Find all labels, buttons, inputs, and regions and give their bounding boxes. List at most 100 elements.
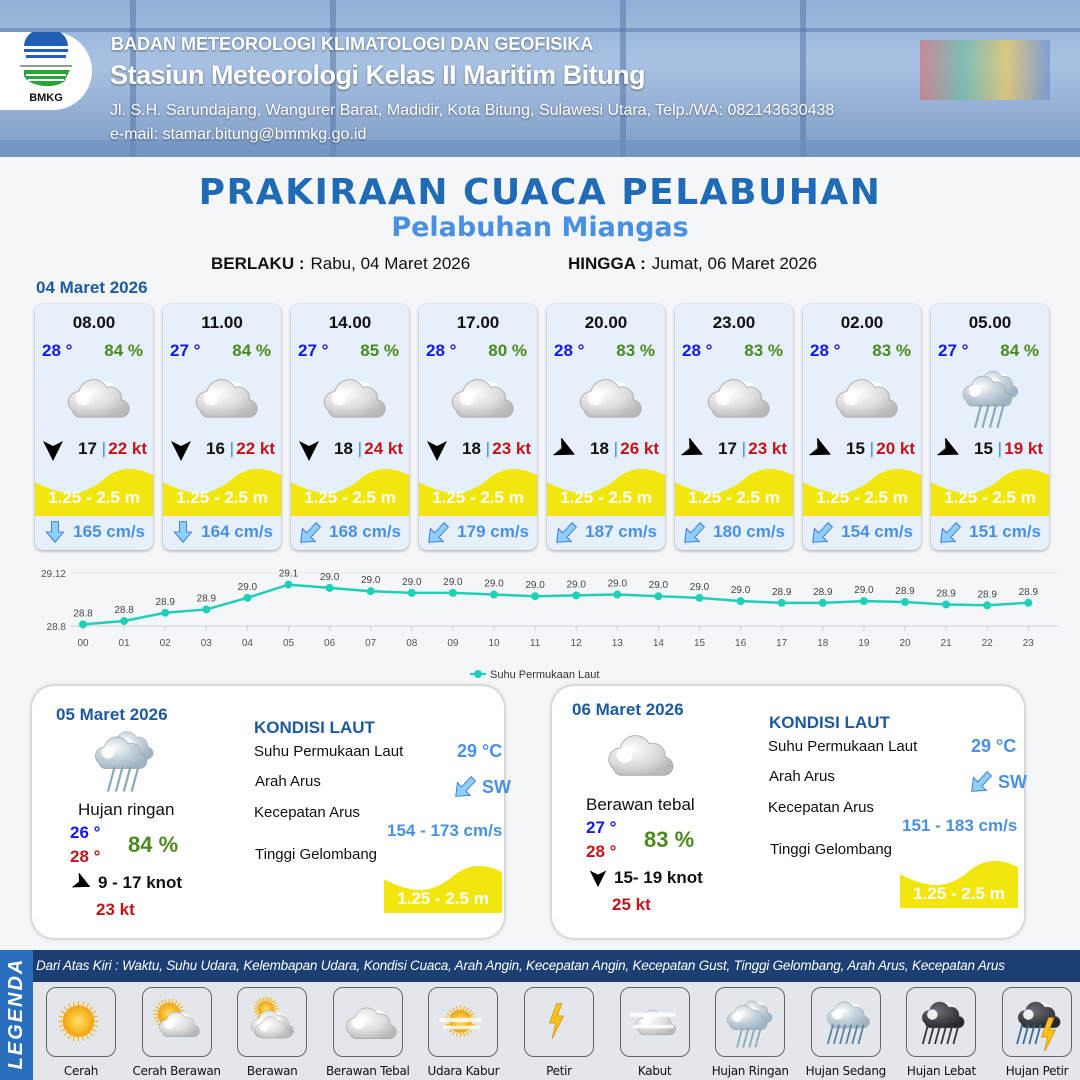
data-label: 28.9 bbox=[197, 593, 217, 604]
wind-speed: 17 bbox=[78, 439, 97, 458]
data-label: 28.8 bbox=[73, 608, 93, 619]
legend-marker bbox=[474, 670, 482, 678]
data-point bbox=[120, 617, 129, 626]
station-address: Jl. S.H. Sarundajang, Wangurer Barat, Ma… bbox=[110, 102, 835, 119]
hourly-card: 08.00 28 ° 84 % 17 | 22 kt 1.25 - 2.5 m 1… bbox=[35, 304, 153, 550]
sst-line bbox=[82, 583, 1029, 626]
legend-item bbox=[332, 987, 403, 1057]
wind-direction-icon bbox=[297, 438, 321, 467]
data-label: 29.0 bbox=[854, 585, 874, 596]
x-tick-label: 09 bbox=[447, 638, 459, 649]
legend-item-label: Petir bbox=[546, 1064, 572, 1078]
wind: 17 | 22 kt bbox=[41, 436, 151, 462]
air-temperature: 28 ° bbox=[42, 341, 73, 360]
wave-graphic bbox=[291, 468, 409, 516]
data-point bbox=[818, 598, 827, 607]
humidity: 83 % bbox=[744, 341, 783, 360]
current-speed: 179 cm/s bbox=[457, 522, 529, 541]
x-tick-label: 20 bbox=[899, 638, 911, 649]
humidity: 83 % bbox=[616, 341, 655, 360]
hourly-card: 14.00 27 ° 85 % 18 | 24 kt 1.25 - 2.5 m 1… bbox=[291, 304, 409, 550]
gust-speed: 23 kt bbox=[748, 439, 787, 458]
hujan-ringan-icon bbox=[727, 1000, 773, 1048]
data-label: 29.0 bbox=[649, 580, 669, 591]
valid-from-label: BERLAKU : bbox=[211, 254, 305, 273]
wave-height: 1.25 - 2.5 m bbox=[176, 488, 268, 507]
wave-graphic bbox=[931, 468, 1049, 516]
udara-kabur-icon bbox=[439, 1005, 482, 1037]
hujan-ringan-icon bbox=[95, 731, 154, 792]
berawan-tebal-icon bbox=[195, 379, 258, 418]
sst-chart: 28.8 29.12 28.8 00 28.8 01 28.9 02 28.9 03 29.0 04 2… bbox=[41, 569, 1058, 681]
current-direction-icon bbox=[683, 520, 706, 546]
x-tick-label: 18 bbox=[817, 638, 829, 649]
data-point bbox=[161, 608, 170, 617]
air-temperature: 28 ° bbox=[682, 341, 713, 360]
x-tick-label: 13 bbox=[612, 638, 624, 649]
hourly-card: 23.00 28 ° 83 % 17 | 23 kt 1.25 - 2.5 m 1… bbox=[675, 304, 793, 550]
wind-direction-icon bbox=[936, 437, 961, 467]
humidity: 84 % bbox=[232, 341, 271, 360]
y-tick-label: 29.12 bbox=[41, 569, 66, 580]
forecast-time: 14.00 bbox=[328, 313, 372, 332]
legend-item-label: Berawan bbox=[246, 1064, 298, 1078]
hourly-card: 17.00 28 ° 80 % 18 | 23 kt 1.25 - 2.5 m 1… bbox=[419, 304, 537, 550]
wave-height: 1.25 - 2.5 m bbox=[944, 488, 1036, 507]
valid-to-label: HINGGA : bbox=[568, 254, 646, 273]
data-label: 29.0 bbox=[731, 585, 751, 596]
wind-speed-range: 15- 19 knot bbox=[614, 868, 703, 887]
wave-height: 1.25 - 2.5 m bbox=[304, 488, 396, 507]
hourly-card: 11.00 27 ° 84 % 16 | 22 kt 1.25 - 2.5 m 1… bbox=[163, 304, 281, 550]
sea-condition-title: KONDISI LAUT bbox=[769, 713, 890, 732]
current-speed-label: Kecepatan Arus bbox=[254, 804, 360, 821]
hourly-card: 05.00 27 ° 84 % 15 | 19 kt 1.25 - 2.5 m 1… bbox=[931, 304, 1049, 550]
petir-icon bbox=[549, 1003, 565, 1039]
wave-graphic bbox=[900, 860, 1018, 908]
wind-speed: 18 bbox=[590, 439, 609, 458]
air-temperature: 28 ° bbox=[426, 341, 457, 360]
air-temperature: 27 ° bbox=[170, 341, 201, 360]
wind-speed: 16 bbox=[206, 439, 225, 458]
forecast-time: 11.00 bbox=[201, 313, 243, 332]
x-tick-label: 12 bbox=[571, 638, 583, 649]
port-name: Pelabuhan Miangas bbox=[391, 212, 689, 243]
data-point bbox=[654, 592, 663, 601]
header-banner bbox=[0, 0, 1080, 157]
weather-condition: Berawan tebal bbox=[586, 795, 695, 814]
wind-speed: 18 bbox=[462, 439, 481, 458]
kabut-icon bbox=[629, 1010, 676, 1036]
station-email: e-mail: stamar.bitung@bmmkg.go.id bbox=[110, 126, 367, 143]
x-tick-label: 00 bbox=[77, 638, 89, 649]
current-speed: 180 cm/s bbox=[713, 522, 785, 541]
wind-speed: 15 bbox=[974, 439, 993, 458]
wave-graphic bbox=[675, 468, 793, 516]
svg-text:BMKG: BMKG bbox=[29, 92, 63, 104]
wind: 17 | 23 kt bbox=[680, 436, 791, 462]
data-point bbox=[1024, 598, 1033, 607]
wave-graphic bbox=[419, 468, 537, 516]
current-direction-label: Arah Arus bbox=[769, 768, 835, 785]
max-temperature: 28 ° bbox=[586, 842, 617, 861]
data-label: 29.0 bbox=[361, 575, 381, 586]
current-speed: 154 cm/s bbox=[841, 522, 913, 541]
berawan-tebal-icon bbox=[67, 379, 130, 418]
forecast-time: 08.00 bbox=[72, 313, 116, 332]
wave-height: 1.25 - 2.5 m bbox=[560, 488, 652, 507]
x-tick-label: 16 bbox=[735, 638, 747, 649]
gust-speed: 24 kt bbox=[364, 439, 403, 458]
wave-height-label: Tinggi Gelombang bbox=[255, 846, 378, 863]
wave-height-value: 1.25 - 2.5 m bbox=[397, 889, 489, 908]
air-temperature: 27 ° bbox=[298, 341, 329, 360]
data-point bbox=[736, 597, 745, 606]
legend-item-label: Cerah Berawan bbox=[132, 1064, 221, 1078]
x-tick-label: 17 bbox=[776, 638, 788, 649]
y-tick-label: 28.8 bbox=[47, 622, 67, 633]
x-tick-label: 21 bbox=[941, 638, 953, 649]
hujan-ringan-icon bbox=[962, 370, 1018, 429]
berawan-icon bbox=[251, 996, 295, 1039]
berawan-tebal-icon bbox=[608, 735, 674, 776]
legend-item bbox=[428, 987, 499, 1057]
wave-height-value: 1.25 - 2.5 m bbox=[913, 884, 1005, 903]
legend-item bbox=[1002, 987, 1072, 1057]
current-direction-icon bbox=[454, 774, 478, 803]
